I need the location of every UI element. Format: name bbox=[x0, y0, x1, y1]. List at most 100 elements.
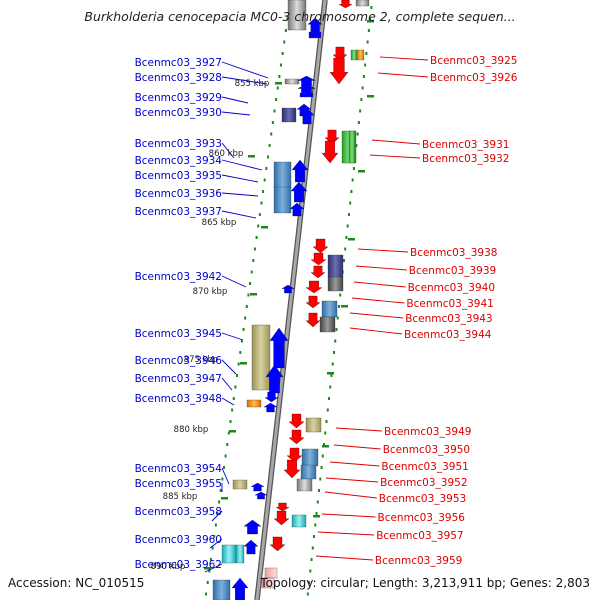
guide-dot bbox=[327, 397, 330, 400]
leader-line bbox=[204, 563, 223, 573]
guide-dot bbox=[211, 546, 214, 550]
guide-dot bbox=[335, 328, 338, 331]
leader-line bbox=[221, 76, 268, 85]
reverse-gene-arrow bbox=[286, 447, 303, 463]
guide-dot bbox=[351, 178, 354, 182]
guide-dot bbox=[320, 466, 323, 469]
reverse-gene-arrow bbox=[283, 459, 301, 479]
leader-line bbox=[377, 72, 429, 78]
left-gene-label: Bcenmc03_3934 bbox=[135, 155, 223, 167]
guide-dot bbox=[337, 305, 340, 308]
right-gene-label: Bcenmc03_3944 bbox=[404, 329, 492, 341]
tick-mark bbox=[261, 226, 268, 229]
forward-gene-arrow bbox=[299, 107, 315, 125]
leader-line bbox=[221, 275, 247, 288]
left-gene-label: Bcenmc03_3958 bbox=[135, 506, 222, 518]
guide-dot bbox=[321, 454, 324, 458]
guide-dot bbox=[355, 144, 358, 147]
guide-dot bbox=[273, 109, 276, 113]
gene-box bbox=[356, 49, 365, 61]
gene-box bbox=[327, 254, 344, 278]
right-gene-label: Bcenmc03_3959 bbox=[375, 555, 462, 567]
guide-dot bbox=[226, 443, 229, 446]
reverse-gene-arrow bbox=[305, 280, 323, 294]
right-gene-label: Bcenmc03_3949 bbox=[384, 426, 471, 438]
tick-mark bbox=[358, 170, 365, 173]
forward-gene-arrow bbox=[254, 491, 268, 500]
reverse-gene-arrow bbox=[288, 429, 305, 445]
reverse-gene-arrow bbox=[338, 0, 353, 9]
backbone bbox=[255, 0, 327, 601]
gene-box bbox=[246, 399, 262, 408]
guide-dot bbox=[346, 224, 349, 228]
forward-gene-arrow bbox=[264, 391, 279, 403]
gene-box bbox=[308, 31, 322, 39]
guide-dot bbox=[308, 581, 311, 584]
guide-dot bbox=[206, 581, 209, 584]
guide-dot bbox=[216, 512, 219, 515]
accession-label: Accession: NC_010515 bbox=[8, 576, 145, 590]
guide-dot bbox=[360, 98, 363, 101]
guide-dot bbox=[323, 443, 326, 446]
tick-mark bbox=[229, 430, 236, 433]
guide-dot bbox=[336, 316, 339, 320]
leader-line bbox=[329, 461, 380, 467]
guide-dot bbox=[306, 592, 309, 596]
tick-mark bbox=[322, 445, 329, 448]
guide-dot bbox=[309, 569, 312, 573]
forward-gene-arrow bbox=[281, 284, 295, 294]
leader-line bbox=[221, 174, 259, 183]
leader-line bbox=[371, 139, 421, 145]
tick-mark bbox=[275, 82, 282, 85]
left-gene-label: Bcenmc03_3948 bbox=[135, 393, 222, 405]
guide-dot bbox=[314, 523, 317, 527]
left-gene-label: Bcenmc03_3930 bbox=[135, 107, 222, 119]
left-gene-label: Bcenmc03_3962 bbox=[135, 559, 222, 571]
right-gene-label: Bcenmc03_3953 bbox=[379, 493, 466, 505]
guide-dot bbox=[232, 397, 235, 400]
gene-box bbox=[301, 448, 319, 467]
tick-mark bbox=[313, 515, 320, 518]
kbp-tick-label: 880 kbp bbox=[174, 425, 209, 435]
guide-dot bbox=[366, 40, 369, 44]
guide-dot bbox=[329, 385, 332, 389]
leader-line bbox=[333, 444, 381, 450]
right-gene-label: Bcenmc03_3950 bbox=[383, 444, 470, 456]
gene-box bbox=[299, 92, 314, 98]
guide-dot bbox=[257, 224, 260, 228]
guide-dot bbox=[247, 293, 250, 297]
guide-dot bbox=[250, 270, 253, 274]
gene-box bbox=[348, 130, 356, 164]
tick-mark bbox=[250, 293, 257, 296]
guide-dot bbox=[253, 247, 256, 251]
gene-box bbox=[305, 417, 322, 433]
guide-dot bbox=[357, 121, 360, 124]
tick-mark bbox=[221, 497, 228, 500]
left-gene-label: Bcenmc03_3947 bbox=[135, 373, 222, 385]
guide-dot bbox=[352, 167, 355, 170]
leader-line bbox=[209, 538, 223, 549]
guide-dot bbox=[359, 109, 362, 113]
guide-dot bbox=[231, 408, 234, 412]
leader-line bbox=[324, 491, 377, 499]
guide-dot bbox=[310, 558, 313, 561]
tick-mark bbox=[327, 372, 334, 375]
left-gene-label: Bcenmc03_3927 bbox=[135, 57, 222, 69]
forward-gene-arrow bbox=[231, 577, 249, 601]
guide-dot bbox=[255, 236, 258, 239]
guide-dot bbox=[244, 316, 247, 320]
leader-line bbox=[221, 359, 237, 375]
guide-dot bbox=[260, 201, 263, 205]
guide-dot bbox=[271, 121, 274, 124]
gene-box bbox=[273, 161, 292, 189]
guide-dot bbox=[258, 213, 261, 216]
left-gene-label: Bcenmc03_3945 bbox=[135, 328, 222, 340]
kbp-tick-label: 890 kbp bbox=[151, 562, 186, 572]
right-gene-label: Bcenmc03_3957 bbox=[376, 530, 463, 542]
right-gene-label: Bcenmc03_3926 bbox=[430, 72, 518, 84]
gene-box bbox=[284, 78, 300, 85]
guide-dot bbox=[262, 190, 265, 193]
guide-dot bbox=[276, 86, 279, 90]
leader-line bbox=[221, 192, 259, 197]
